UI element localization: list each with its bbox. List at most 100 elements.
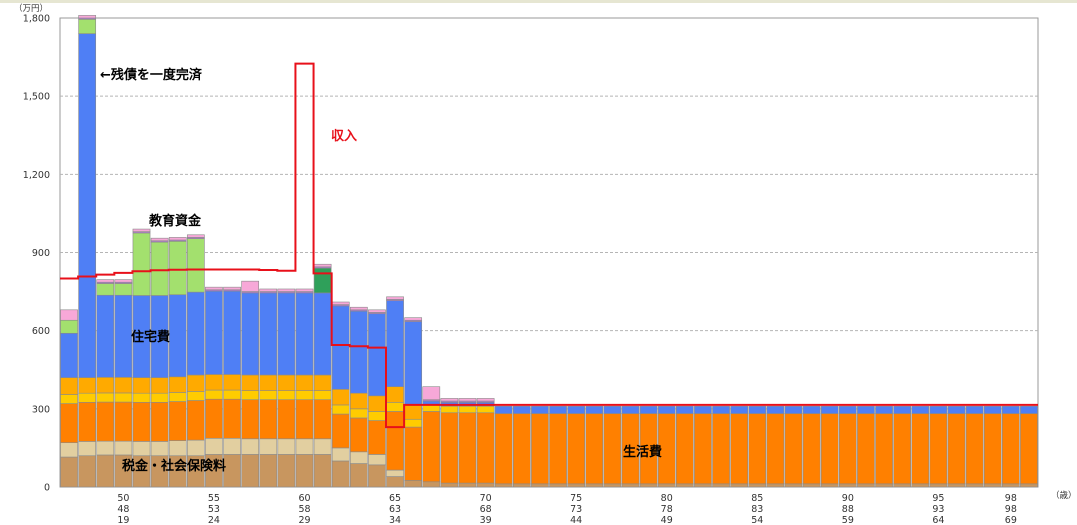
bar-segment (694, 413, 712, 485)
bar-segment (331, 447, 350, 462)
y-unit-label: （万円） (14, 3, 48, 14)
bar-segment (422, 386, 441, 401)
bar-segment (277, 390, 296, 401)
bar-segment (458, 398, 477, 402)
bar-segment (96, 377, 115, 394)
annotation-tax-social-insurance: 税金・社会保険料 (122, 458, 226, 474)
bar-segment (603, 413, 622, 485)
bar-segment (386, 476, 404, 488)
bar-segment (205, 374, 223, 391)
bar-segment (313, 399, 332, 440)
bar-segment (114, 401, 133, 442)
bar-segment (875, 405, 893, 414)
bar-segment (712, 483, 730, 488)
bar-segment (820, 405, 839, 414)
income-line-layer (60, 62, 1038, 429)
bar-segment (929, 413, 948, 485)
bar-segment (259, 399, 278, 440)
bar-segment (458, 405, 477, 414)
x-tick-label: 54 (751, 515, 763, 525)
bar-segment (494, 405, 513, 414)
x-tick-label: 80 (661, 493, 673, 504)
bar-segment (205, 389, 223, 400)
bar-segment (295, 390, 314, 401)
bar-segment (368, 464, 386, 488)
bar-segment (585, 413, 604, 485)
x-tick-label: 39 (480, 515, 492, 525)
bar-stack (512, 405, 531, 488)
bar-stack (893, 405, 912, 488)
bar-segment (313, 263, 332, 268)
x-tick-label: 60 (298, 493, 310, 504)
bar-segment (675, 405, 694, 414)
bar-segment (947, 483, 966, 488)
bar-segment (983, 405, 1002, 414)
bar-segment (603, 405, 622, 414)
bar-segment (295, 374, 314, 391)
bar-segment (78, 377, 97, 394)
bar-stack (567, 405, 586, 488)
bar-segment (712, 405, 730, 414)
bar-segment (349, 306, 368, 311)
bar-segment (241, 390, 260, 401)
bar-segment (875, 483, 893, 488)
bar-segment (150, 402, 169, 442)
bar-segment (60, 394, 78, 404)
bar-segment (730, 405, 749, 414)
x-tick-label: 68 (480, 504, 492, 515)
bar-segment (223, 398, 241, 439)
bar-segment (313, 374, 332, 391)
bar-segment (911, 483, 930, 488)
bar-segment (603, 483, 622, 488)
bar-stack (132, 228, 151, 488)
bar-segment (295, 399, 314, 440)
bar-stack (675, 405, 694, 488)
bar-segment (857, 413, 875, 485)
bar-segment (78, 392, 97, 403)
bar-stack (983, 405, 1002, 488)
bar-stack (331, 301, 350, 488)
bar-stack (947, 405, 966, 488)
bar-segment (368, 420, 386, 455)
bar-segment (241, 280, 260, 292)
x-tick-label: 93 (932, 504, 944, 515)
bar-stack (349, 306, 368, 488)
x-tick-label: 83 (751, 504, 763, 515)
bar-segment (422, 481, 441, 488)
bar-segment (929, 405, 948, 414)
bar-stacks (60, 15, 1038, 488)
bar-stack (440, 398, 459, 488)
bar-segment (784, 483, 803, 488)
y-tick-label: 300 (32, 404, 50, 415)
bar-segment (386, 296, 404, 300)
bar-segment (150, 237, 169, 242)
bar-segment (1020, 405, 1038, 414)
annotation-income: 収入 (331, 129, 357, 144)
bar-segment (476, 398, 495, 402)
bar-segment (784, 405, 803, 414)
x-tick-label: 75 (570, 493, 582, 504)
x-tick-label: 73 (570, 504, 582, 515)
bar-segment (476, 482, 495, 488)
bar-segment (404, 321, 423, 406)
bar-segment (96, 392, 115, 403)
bar-segment (96, 401, 115, 442)
bar-stack (694, 405, 712, 488)
bar-segment (531, 483, 549, 488)
bar-stack (422, 386, 441, 488)
bar-segment (60, 442, 78, 458)
bar-segment (549, 413, 567, 485)
bar-segment (494, 483, 513, 488)
bar-segment (621, 483, 640, 488)
bar-segment (349, 417, 368, 453)
bar-segment (277, 374, 296, 391)
bar-segment (965, 413, 984, 485)
bar-segment (168, 294, 187, 378)
bar-stack (549, 405, 567, 488)
bar-stack (168, 237, 187, 488)
bar-segment (585, 405, 604, 414)
bar-segment (295, 292, 314, 376)
annotation-housing: 住宅費 (131, 329, 170, 345)
bar-segment (621, 405, 640, 414)
bar-segment (78, 402, 97, 442)
